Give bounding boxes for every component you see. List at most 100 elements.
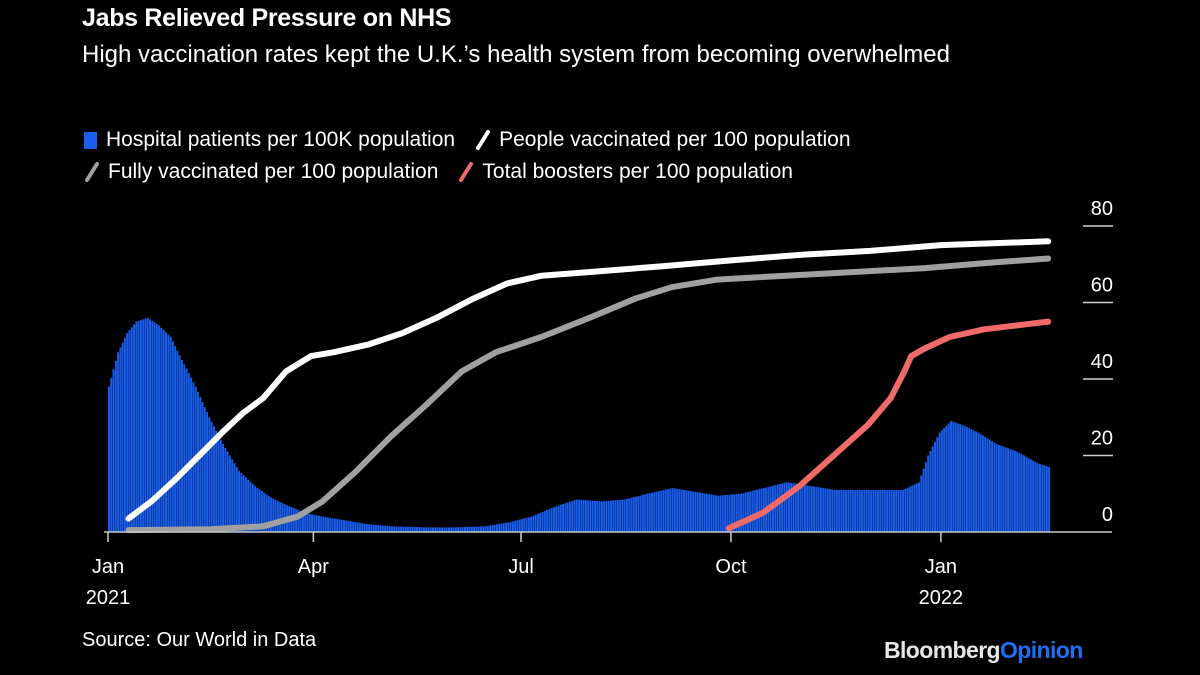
hospital-bar: [776, 484, 779, 532]
hospital-bar: [936, 437, 939, 532]
hospital-bar: [301, 511, 304, 532]
vaccination-lines: [125, 238, 1052, 534]
hospital-bar: [299, 510, 302, 532]
hospital-bar: [641, 494, 644, 532]
hospital-bar: [924, 462, 927, 532]
hospital-bar: [121, 342, 124, 532]
hospital-bar: [854, 489, 857, 532]
hospital-bar: [475, 526, 478, 532]
hospital-bar: [1007, 448, 1010, 532]
hospital-bar: [829, 489, 832, 532]
hospital-bar: [215, 430, 218, 532]
hospital-bar: [270, 497, 272, 532]
hospital-bar: [108, 386, 110, 532]
hospital-bar: [313, 514, 316, 532]
hospital-bar: [671, 488, 674, 532]
hospital-bar: [737, 493, 740, 532]
hospital-bar: [970, 429, 973, 532]
hospital-bar: [548, 509, 551, 532]
hospital-bar: [450, 527, 453, 532]
hospital-bar: [525, 517, 528, 532]
hospital-bar: [632, 497, 635, 532]
hospital-bar: [744, 492, 747, 532]
hospital-bar: [110, 378, 113, 532]
hospital-bar: [904, 488, 907, 532]
hospital-bar: [637, 496, 640, 532]
hospital-bar: [208, 417, 211, 532]
hospital-bar: [603, 501, 606, 532]
hospital-bar: [370, 524, 373, 532]
hospital-bar: [728, 494, 731, 532]
legend-label-fully-vaccinated: Fully vaccinated per 100 population: [108, 160, 439, 183]
hospital-bar: [169, 336, 172, 532]
hospital-bar: [345, 520, 348, 532]
hospital-bar: [359, 522, 361, 532]
hospital-bar: [247, 479, 250, 532]
hospital-bar: [815, 486, 818, 532]
hospital-bar: [201, 401, 204, 532]
hospital-bar: [260, 491, 263, 532]
hospital-bar: [877, 489, 879, 532]
hospital-bar: [692, 491, 695, 532]
hospital-bar: [372, 524, 375, 532]
hospital-bar: [422, 527, 425, 532]
legend-label-hospital: Hospital patients per 100K population: [106, 128, 456, 151]
hospital-bar: [397, 526, 400, 532]
hospital-bar: [557, 505, 560, 532]
hospital-bar: [1023, 455, 1025, 532]
hospital-bar: [404, 526, 407, 532]
hospital-bar: [867, 489, 870, 532]
x-tick-year-label: 2021: [86, 587, 131, 609]
hospital-bar: [981, 435, 984, 532]
hospital-bar: [395, 526, 398, 532]
hospital-bar: [673, 488, 676, 532]
y-tick-label: 80: [1091, 198, 1113, 220]
hospital-bar: [726, 494, 729, 532]
hospital-bar: [144, 318, 147, 532]
hospital-bar: [254, 486, 256, 532]
hospital-bar: [856, 489, 859, 532]
legend-swatch-fully-vaccinated: [85, 162, 99, 182]
hospital-bar: [197, 391, 199, 532]
hospital-bar: [840, 489, 843, 532]
hospital-bar: [847, 489, 850, 532]
hospital-bar: [568, 501, 571, 532]
hospital-bar: [890, 489, 893, 532]
hospital-bar: [972, 430, 975, 532]
hospital-bar: [694, 491, 697, 532]
hospital-bar: [308, 513, 311, 532]
hospital-bar: [678, 489, 681, 532]
hospital-bar: [703, 493, 706, 532]
chart-subtitle: High vaccination rates kept the U.K.’s h…: [82, 41, 950, 68]
hospital-bar: [683, 489, 685, 532]
hospital-bar: [858, 489, 861, 532]
hospital-bar: [573, 500, 576, 532]
hospital-bar: [596, 501, 599, 532]
hospital-bar: [975, 431, 978, 532]
hospital-bar: [788, 482, 790, 532]
hospital-bar: [1039, 463, 1041, 532]
hospital-bar: [244, 477, 247, 532]
hospital-bar: [274, 499, 277, 532]
hospital-bar: [808, 485, 811, 532]
hospital-bar: [537, 513, 539, 532]
hospital-bar: [831, 489, 834, 532]
hospital-bar: [589, 500, 592, 532]
legend-item-fully-vaccinated: Fully vaccinated per 100 population: [84, 156, 438, 188]
hospital-bar: [664, 489, 667, 532]
hospital-bar: [730, 494, 733, 532]
legend-label-people-vaccinated: People vaccinated per 100 population: [499, 128, 851, 151]
y-tick-label: 0: [1102, 504, 1113, 526]
hospital-bar: [790, 482, 793, 532]
hospital-bar: [822, 488, 825, 532]
hospital-bar: [263, 492, 266, 532]
hospital-bar: [317, 515, 320, 532]
hospital-bar: [374, 524, 377, 532]
hospital-bar: [340, 519, 343, 532]
hospital-bar: [393, 526, 396, 532]
hospital-bar: [311, 514, 314, 532]
hospital-bar: [571, 501, 574, 532]
hospital-bar: [406, 526, 409, 532]
hospital-bar: [429, 527, 432, 532]
hospital-bar: [183, 364, 186, 532]
